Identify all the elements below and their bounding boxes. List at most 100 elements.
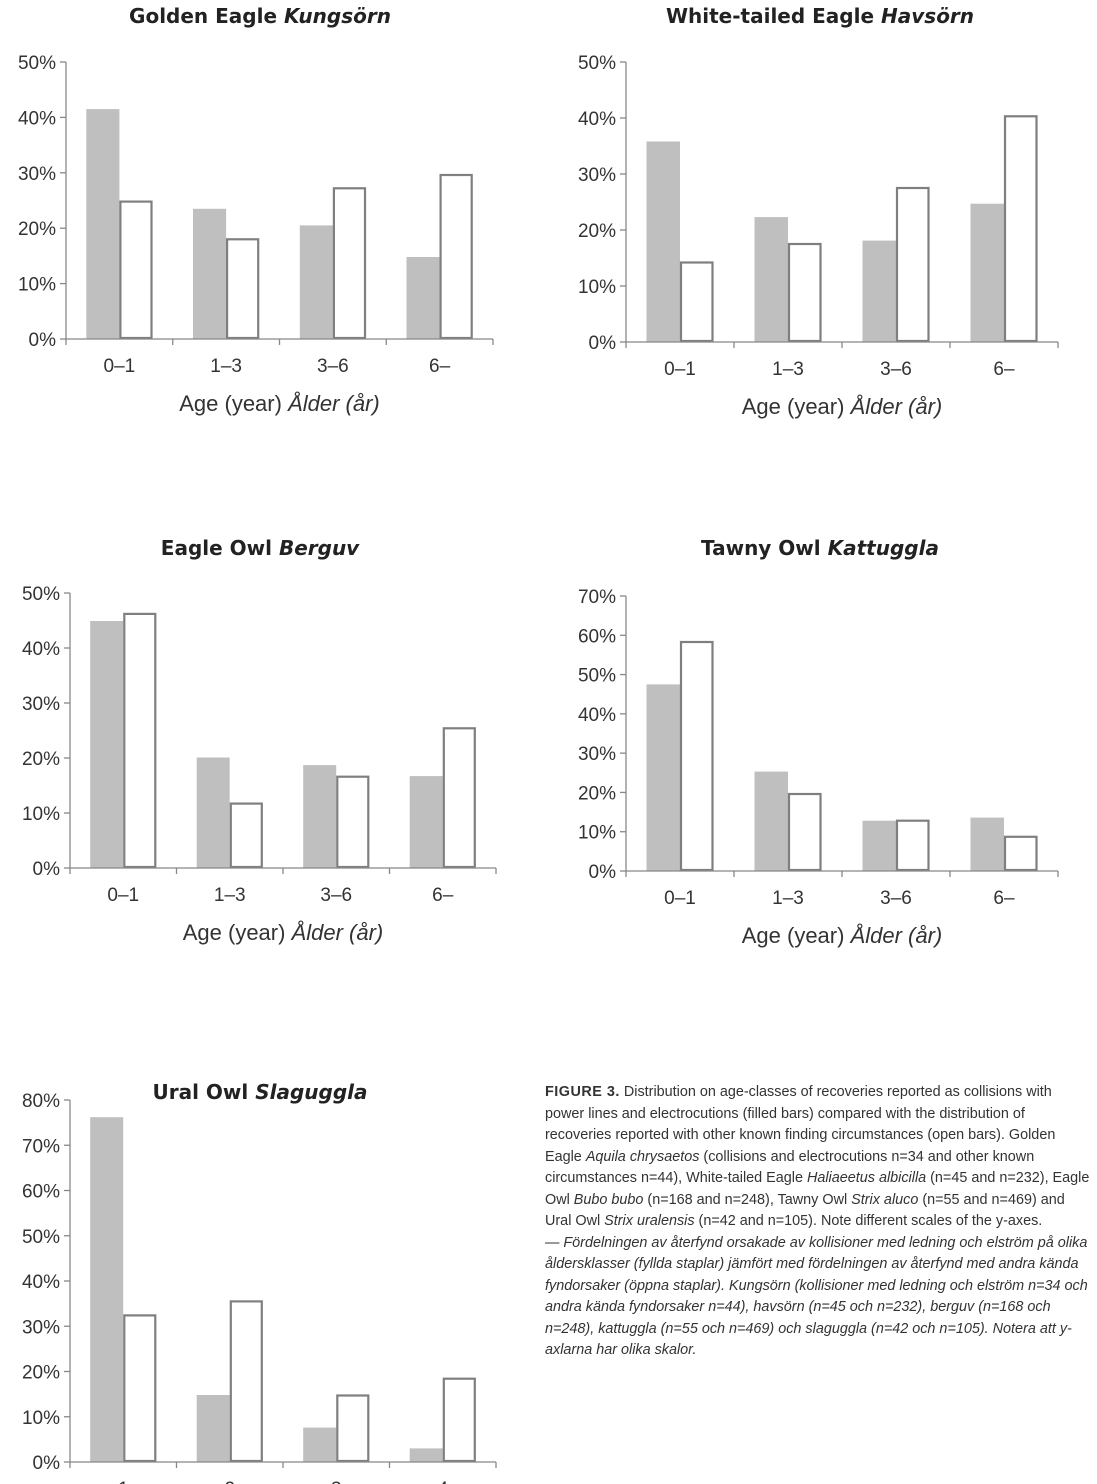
bar-open-1 bbox=[679, 261, 714, 343]
bar-open-4 bbox=[1003, 115, 1038, 343]
bar-open-3 bbox=[336, 775, 370, 869]
x-tick-label: 0–1 bbox=[664, 888, 696, 909]
bar-filled-2 bbox=[754, 771, 788, 871]
x-axis-title-en: Age (year) bbox=[179, 391, 288, 416]
bar-filled-1 bbox=[646, 141, 680, 342]
x-axis-title: Age (year) Ålder (år) bbox=[742, 923, 943, 948]
y-tick-label: 70% bbox=[22, 1136, 60, 1157]
y-tick-label: 50% bbox=[22, 584, 60, 605]
x-axis-title-en: Age (year) bbox=[183, 920, 292, 945]
y-tick-label: 30% bbox=[578, 165, 616, 186]
y-tick-label: 30% bbox=[22, 694, 60, 715]
x-tick-label: 6– bbox=[993, 359, 1015, 380]
bar-filled-4 bbox=[970, 817, 1004, 871]
bar-filled-2 bbox=[196, 1395, 230, 1462]
y-tick-label: 10% bbox=[22, 804, 60, 825]
x-tick-label: 3–6 bbox=[320, 885, 352, 906]
x-tick-label: 6– bbox=[432, 885, 454, 906]
bar-filled-4 bbox=[409, 1448, 443, 1462]
x-axis-title-local: Ålder (år) bbox=[290, 920, 384, 945]
y-tick-label: 40% bbox=[22, 1272, 60, 1293]
figure-caption: FIGURE 3. Distribution on age-classes of… bbox=[545, 1082, 1093, 1362]
bar-open-1 bbox=[679, 640, 714, 872]
chart-white-tailed-eagle: 0% 10% 20% 30% 40% 50% 0–1 1–3 3–6 6– Age (year) Å… bbox=[578, 53, 1059, 419]
x-tick-label: 6– bbox=[429, 356, 451, 377]
x-tick-label: 4 bbox=[437, 1479, 448, 1484]
chart-title-tawny-owl: Tawny Owl Kattuggla bbox=[701, 536, 939, 560]
y-tick-label: 30% bbox=[22, 1317, 60, 1338]
bar-open-4 bbox=[439, 173, 473, 340]
bar-open-3 bbox=[895, 186, 930, 343]
bar-open-2 bbox=[229, 1300, 263, 1463]
bar-filled-1 bbox=[86, 109, 120, 339]
x-tick-label: 0–1 bbox=[104, 356, 136, 377]
y-tick-label: 0% bbox=[33, 859, 61, 880]
chart-title-local: Kungsörn bbox=[284, 4, 391, 28]
y-tick-label: 20% bbox=[18, 219, 56, 240]
bar-open-3 bbox=[895, 819, 930, 872]
x-axis-title-local: Ålder (år) bbox=[849, 394, 943, 419]
chart-title-local: Kattuggla bbox=[827, 536, 939, 560]
y-tick-label: 50% bbox=[578, 53, 616, 74]
chart-title-eagle-owl: Eagle Owl Berguv bbox=[160, 536, 360, 560]
x-axis-title-local: Ålder (år) bbox=[286, 391, 380, 416]
y-tick-label: 10% bbox=[578, 823, 616, 844]
y-tick-label: 0% bbox=[33, 1453, 61, 1474]
bar-open-1 bbox=[123, 1314, 157, 1463]
x-axis-title-en: Age (year) bbox=[742, 394, 851, 419]
bar-filled-3 bbox=[303, 765, 337, 868]
y-tick-label: 50% bbox=[18, 53, 56, 74]
y-tick-label: 40% bbox=[18, 108, 56, 129]
y-tick-label: 10% bbox=[22, 1408, 60, 1429]
chart-title-golden-eagle: Golden Eagle Kungsörn bbox=[129, 4, 391, 28]
chart-golden-eagle: 0% 10% 20% 30% 40% 50% 0–1 1–3 3–6 6– Age (year) Å… bbox=[18, 53, 494, 416]
y-tick-label: 50% bbox=[22, 1227, 60, 1248]
x-tick-label: 0–1 bbox=[664, 359, 696, 380]
y-tick-label: 60% bbox=[22, 1182, 60, 1203]
bar-open-1 bbox=[123, 612, 157, 869]
bar-open-2 bbox=[229, 802, 263, 869]
x-tick-label: 6– bbox=[993, 888, 1015, 909]
bar-filled-1 bbox=[646, 684, 680, 871]
bar-open-4 bbox=[442, 727, 476, 869]
bar-open-3 bbox=[332, 187, 367, 340]
y-tick-label: 0% bbox=[589, 333, 617, 354]
y-tick-label: 10% bbox=[578, 277, 616, 298]
y-tick-label: 20% bbox=[22, 749, 60, 770]
chart-eagle-owl: 0% 10% 20% 30% 40% 50% 0–1 1–3 3–6 6– Age (year) Å… bbox=[22, 584, 497, 945]
figure-label: FIGURE 3. bbox=[545, 1084, 620, 1100]
y-tick-label: 40% bbox=[22, 639, 60, 660]
x-axis-title: Age (year) Ålder (år) bbox=[183, 920, 384, 945]
x-axis-title-local: Ålder (år) bbox=[849, 923, 943, 948]
chart-title-local: Berguv bbox=[278, 536, 360, 560]
bar-open-1 bbox=[119, 200, 153, 340]
bar-filled-3 bbox=[299, 225, 333, 339]
y-tick-label: 30% bbox=[578, 744, 616, 765]
bar-open-2 bbox=[787, 792, 822, 872]
y-tick-label: 50% bbox=[578, 666, 616, 687]
x-axis-title: Age (year) Ålder (år) bbox=[179, 391, 380, 416]
y-tick-label: 30% bbox=[18, 164, 56, 185]
x-axis-title: Age (year) Ålder (år) bbox=[742, 394, 943, 419]
y-tick-label: 20% bbox=[22, 1363, 60, 1384]
bar-filled-4 bbox=[406, 257, 440, 339]
x-tick-label: 3–6 bbox=[880, 359, 912, 380]
caption-swedish: — Fördelningen av återfynd orsakade av k… bbox=[545, 1234, 1088, 1359]
bar-filled-3 bbox=[303, 1427, 337, 1462]
x-tick-label: 0–1 bbox=[107, 885, 139, 906]
chart-ural-owl: 0%10%20%30%40%50%60%70%80%1234Age (year)… bbox=[22, 1091, 497, 1484]
bar-filled-2 bbox=[193, 208, 227, 339]
y-tick-label: 60% bbox=[578, 626, 616, 647]
bar-filled-3 bbox=[862, 240, 896, 342]
y-tick-label: 10% bbox=[18, 275, 56, 296]
x-tick-label: 3–6 bbox=[317, 356, 349, 377]
y-tick-label: 0% bbox=[29, 330, 57, 351]
x-tick-label: 1–3 bbox=[210, 356, 242, 377]
y-tick-label: 20% bbox=[578, 221, 616, 242]
x-tick-label: 1 bbox=[118, 1479, 129, 1484]
chart-title-ural-owl: Ural Owl Slaguggla bbox=[152, 1080, 368, 1104]
chart-tawny-owl: 0% 10% 20% 30% 40% 50% 60% 70% 0–1 1–3 3–6 6– Age (y… bbox=[578, 587, 1059, 948]
bar-filled-2 bbox=[754, 217, 788, 342]
y-tick-label: 0% bbox=[589, 862, 617, 883]
